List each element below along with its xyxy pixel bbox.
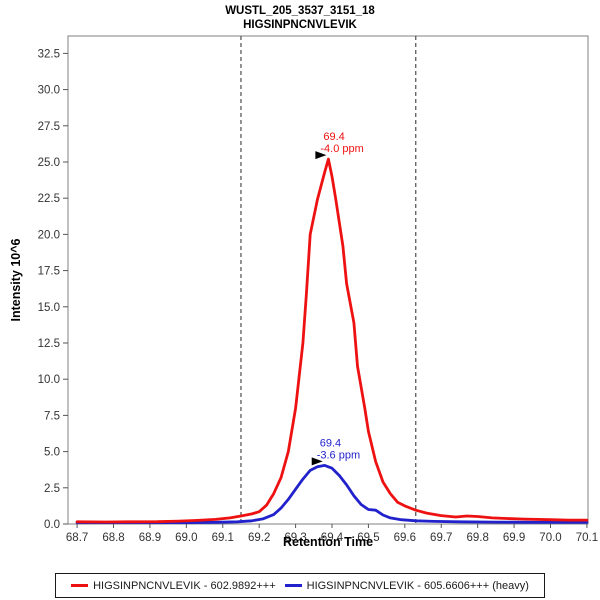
y-tick-label: 5.0: [44, 447, 60, 459]
y-axis-title: Intensity 10^6: [9, 238, 23, 322]
x-tick-label: 69.2: [248, 532, 270, 544]
legend-box: HIGSINPNCNVLEVIK - 602.9892+++ HIGSINPNCN…: [55, 573, 545, 598]
x-tick-label: 68.7: [66, 532, 88, 544]
legend-label: HIGSINPNCNVLEVIK - 602.9892+++: [93, 579, 276, 592]
y-tick-label: 7.5: [44, 410, 60, 422]
x-tick-label: 69.4: [321, 532, 344, 544]
y-tick-label: 15.0: [38, 302, 60, 314]
apex-marker: [315, 151, 327, 160]
y-tick-label: 27.5: [38, 121, 60, 133]
plot-border: [67, 35, 589, 525]
x-tick-label: 69.1: [212, 532, 234, 544]
legend-label: HIGSINPNCNVLEVIK - 605.6606+++ (heavy): [306, 579, 529, 592]
y-tick-label: 25.0: [38, 157, 60, 169]
x-tick-label: 69.3: [284, 532, 306, 544]
chart-title-run: WUSTL_205_3537_3151_18: [225, 5, 375, 17]
y-tick-label: 10.0: [38, 374, 60, 386]
y-tick-label: 17.5: [38, 266, 60, 278]
light-trace[interactable]: [75, 157, 589, 524]
x-tick-label: 69.7: [430, 532, 452, 544]
x-tick-label: 68.9: [139, 532, 161, 544]
x-tick-label: 68.8: [102, 532, 124, 544]
x-tick-label: 69.6: [394, 532, 416, 544]
x-tick-label: 69.8: [466, 532, 488, 544]
light-apex-ppm-label: -4.0 ppm: [320, 143, 363, 155]
x-tick-label: 69.0: [175, 532, 197, 544]
legend-item-heavy[interactable]: HIGSINPNCNVLEVIK - 605.6606+++ (heavy): [284, 579, 529, 592]
heavy-apex-ppm-label: -3.6 ppm: [317, 449, 360, 461]
x-axis-title: Retention Time: [282, 535, 374, 549]
chart-title-peptide: HIGSINPNCNVLEVIK: [243, 19, 357, 31]
y-tick-label: 0.0: [44, 519, 60, 531]
x-tick-label: 69.5: [357, 532, 379, 544]
y-tick-label: 30.0: [38, 85, 60, 97]
x-tick-label: 70.1: [576, 532, 598, 544]
y-tick-label: 32.5: [38, 48, 60, 60]
x-tick-label: 70.0: [539, 532, 561, 544]
legend-item-light[interactable]: HIGSINPNCNVLEVIK - 602.9892+++: [71, 580, 276, 592]
y-tick-label: 20.0: [38, 229, 60, 241]
heavy-trace[interactable]: [75, 463, 589, 524]
chromatogram-plot[interactable]: 68.7 68.8 68.9 69.0 69.1 69.2 69.3 69.4 69.5 69.6…: [0, 0, 600, 565]
x-tick-label: 69.9: [503, 532, 525, 544]
y-tick-label: 12.5: [38, 338, 60, 350]
legend-line-swatch: [71, 584, 89, 587]
y-tick-label: 22.5: [38, 193, 60, 205]
apex-marker: [311, 457, 323, 466]
legend-line-swatch: [284, 584, 302, 587]
y-tick-label: 2.5: [44, 483, 60, 495]
light-apex-rt-label: 69.4: [323, 131, 344, 143]
heavy-apex-rt-label: 69.4: [320, 437, 341, 449]
